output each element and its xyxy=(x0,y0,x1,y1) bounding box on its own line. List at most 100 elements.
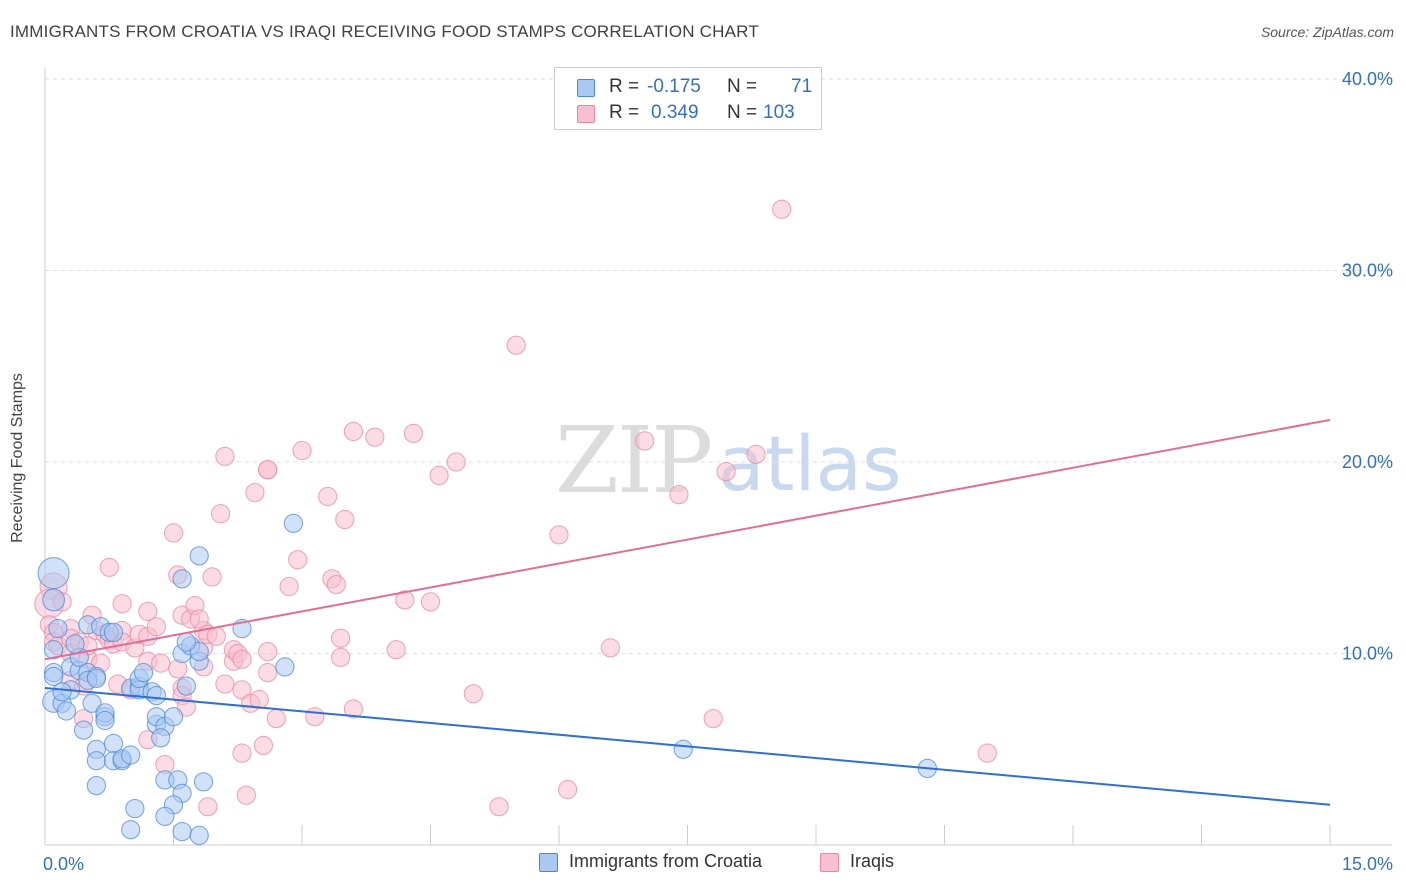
iraqi-point xyxy=(463,684,483,704)
iraqi-point xyxy=(279,576,299,597)
croatia-point xyxy=(176,676,196,696)
croatia-point xyxy=(163,707,184,727)
croatia-point xyxy=(52,682,72,702)
iraqi-point xyxy=(703,709,723,729)
croatia-point xyxy=(121,820,141,840)
iraqi-point xyxy=(305,707,325,727)
y-tick-label: 10.0% xyxy=(1342,644,1393,664)
iraqi-point xyxy=(772,199,792,219)
iraqi-point xyxy=(112,594,132,614)
croatia-point xyxy=(673,739,693,759)
stats-legend: R = -0.175 N = 71 R = 0.349 N = 103 xyxy=(554,67,822,130)
croatia-point xyxy=(74,720,94,740)
iraqi-point xyxy=(163,523,184,543)
iraqi-point xyxy=(318,486,338,507)
y-tick-label: 40.0% xyxy=(1342,69,1393,89)
iraqi-point xyxy=(635,431,655,451)
iraqi-point xyxy=(146,617,166,637)
iraqi-point xyxy=(176,697,196,717)
croatia-point xyxy=(172,569,192,589)
iraqi-point xyxy=(343,699,363,719)
source-credit: Source: ZipAtlas.com xyxy=(1260,24,1394,40)
iraqi-trend-line xyxy=(44,418,1331,661)
croatia-point xyxy=(189,546,209,566)
croatia-point xyxy=(283,513,303,533)
croatia-point xyxy=(275,657,295,677)
iraqi-point xyxy=(446,452,466,472)
iraqi-point xyxy=(600,638,621,658)
iraqi-point xyxy=(236,785,256,805)
croatia-point xyxy=(146,686,166,706)
iraqi-point xyxy=(151,653,171,673)
iraqi-point xyxy=(395,590,415,610)
croatia-point xyxy=(56,701,77,721)
iraqi-point xyxy=(249,689,269,710)
iraqi-point xyxy=(331,647,351,667)
y-tick-label: 20.0% xyxy=(1342,452,1393,472)
legend-r-value: 0.349 xyxy=(651,102,699,123)
iraqi-point xyxy=(403,423,423,443)
iraqi-point xyxy=(365,427,385,447)
iraqi-point xyxy=(138,601,158,622)
iraqi-point xyxy=(669,485,689,505)
iraqi-point xyxy=(206,626,226,646)
iraqi-point xyxy=(232,649,252,669)
croatia-point xyxy=(133,663,154,683)
iraqi-point xyxy=(245,483,265,503)
watermark-atlas: atlas xyxy=(718,419,902,508)
iraqi-point xyxy=(506,335,526,355)
croatia-point xyxy=(121,745,141,765)
iraqi-point xyxy=(258,663,278,683)
iraqi-point xyxy=(202,567,222,587)
legend-r-value: -0.175 xyxy=(647,76,701,97)
croatia-point xyxy=(48,619,68,639)
iraqi-point xyxy=(429,465,449,485)
iraqi-point xyxy=(215,446,235,466)
legend-n-value: 103 xyxy=(763,102,795,123)
croatia-point xyxy=(86,751,107,771)
legend-r-label: R = xyxy=(609,102,640,123)
croatia-point xyxy=(172,822,192,842)
croatia-point xyxy=(82,693,102,713)
iraqi-point xyxy=(288,550,308,570)
croatia-point xyxy=(189,642,209,662)
iraqi-point xyxy=(198,797,218,817)
iraqi-point xyxy=(746,444,766,464)
iraqi-point xyxy=(258,642,278,662)
iraqi-point xyxy=(99,557,119,577)
legend-n-label: N = xyxy=(727,76,758,97)
croatia-point xyxy=(176,632,196,652)
croatia-point xyxy=(37,557,70,590)
iraqi-point xyxy=(558,779,578,800)
croatia-point xyxy=(151,728,171,748)
croatia-legend-swatch xyxy=(539,853,558,872)
iraqi-point xyxy=(386,640,406,660)
iraqi-point xyxy=(331,628,351,648)
croatia-legend-label: Immigrants from Croatia xyxy=(569,851,763,871)
croatia-point xyxy=(125,799,145,819)
iraqi-point xyxy=(266,709,286,729)
croatia-swatch xyxy=(577,79,595,97)
iraqi-point xyxy=(335,509,355,530)
iraqi-point xyxy=(977,743,997,763)
croatia-point xyxy=(155,806,175,826)
iraqi-point xyxy=(716,462,736,482)
iraqi-swatch xyxy=(577,105,595,123)
croatia-point xyxy=(103,622,124,643)
croatia-trend-line xyxy=(44,686,1331,806)
y-tick-label: 30.0% xyxy=(1342,261,1393,281)
croatia-point xyxy=(193,772,214,792)
croatia-point xyxy=(86,776,107,796)
croatia-point xyxy=(44,666,64,687)
iraqi-point xyxy=(253,735,273,756)
croatia-point xyxy=(44,640,64,660)
chart-title: IMMIGRANTS FROM CROATIA VS IRAQI RECEIVI… xyxy=(10,22,759,41)
legend-r-label: R = xyxy=(609,76,640,97)
iraqi-point xyxy=(549,525,569,545)
legend-n-label: N = xyxy=(727,102,758,123)
x-tick-label: 0.0% xyxy=(43,854,84,874)
iraqi-point xyxy=(258,460,278,480)
iraqi-point xyxy=(211,504,231,524)
iraqi-point xyxy=(215,674,235,694)
